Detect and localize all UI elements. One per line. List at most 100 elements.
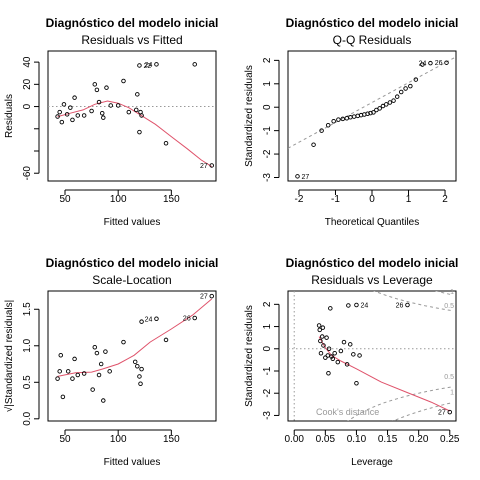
data-point [318, 350, 324, 356]
data-point [57, 109, 62, 115]
data-point [121, 78, 126, 84]
data-point [357, 353, 362, 358]
x-tick-label: 0.10 [347, 434, 367, 445]
plot-area [288, 56, 456, 149]
data-point [336, 117, 341, 122]
data-point [139, 113, 144, 118]
y-tick-label: 20 [22, 78, 33, 90]
data-point [346, 303, 351, 308]
x-tick-label: 100 [110, 194, 127, 205]
y-axis-label: Residuals [4, 94, 15, 138]
y-tick-label: 0 [262, 104, 273, 110]
reference-line [288, 56, 456, 149]
x-tick-label: 50 [59, 194, 71, 205]
data-point [58, 353, 64, 358]
data-point [383, 102, 389, 107]
cook-level-label: 1 [450, 389, 454, 396]
data-point [99, 110, 105, 116]
data-point [209, 293, 214, 299]
data-point [391, 98, 396, 103]
data-point [96, 99, 102, 105]
x-tick-label: 0.05 [316, 434, 336, 445]
y-tick-label: -60 [22, 166, 33, 181]
data-point [55, 114, 60, 119]
x-tick-label: 0.15 [378, 434, 398, 445]
data-point [137, 374, 142, 379]
data-point [295, 174, 300, 179]
data-point [398, 89, 404, 95]
chart-title: Diagnóstico del modelo inicial [46, 16, 219, 30]
data-point [317, 327, 322, 333]
data-point [104, 85, 109, 90]
point-label: 24 [145, 316, 153, 323]
point-label: 24 [145, 62, 153, 69]
x-axis-label: Theoretical Quantiles [325, 217, 420, 228]
x-tick-label: 100 [110, 434, 127, 445]
data-point [132, 359, 138, 365]
data-point [320, 325, 326, 330]
data-point [126, 109, 132, 115]
data-point [139, 366, 144, 372]
x-tick-label: 0.20 [409, 434, 429, 445]
data-point [81, 113, 87, 118]
panel-4: Diagnóstico del modelo inicial Residuals … [244, 256, 460, 468]
plot-frame [287, 50, 457, 182]
data-point [368, 110, 373, 116]
plot-frame [47, 290, 217, 422]
data-point [65, 369, 71, 374]
data-point [94, 350, 100, 356]
y-tick-label: -1 [262, 366, 273, 375]
data-point [338, 348, 344, 354]
data-point [344, 115, 350, 121]
data-point [90, 387, 95, 392]
data-point [209, 163, 214, 168]
data-point [344, 362, 350, 367]
data-point [365, 111, 370, 117]
data-point [81, 371, 87, 376]
data-point [444, 60, 449, 65]
data-point [94, 87, 100, 93]
data-point [92, 82, 98, 87]
y-tick-label: 1 [262, 81, 273, 87]
y-tick-label: 1.5 [22, 302, 33, 316]
chart-title: Diagnóstico del modelo inicial [286, 256, 459, 270]
x-tick-label: 0.25 [440, 434, 460, 445]
data-point [447, 409, 453, 415]
data-point [192, 62, 197, 67]
data-point [341, 339, 347, 345]
y-tick-label: 2 [262, 57, 273, 63]
data-point [324, 335, 329, 340]
smoother-line [318, 336, 451, 412]
x-axis-label: Fitted values [104, 457, 161, 468]
data-point [55, 376, 60, 381]
data-point [428, 60, 433, 66]
y-axis-label: Standardized residuals [244, 305, 255, 407]
data-point [61, 102, 67, 107]
cook-level-label: 0.5 [444, 374, 454, 381]
x-axis-label: Fitted values [104, 217, 161, 228]
plot-area [48, 100, 216, 168]
chart-subtitle: Residuals vs Leverage [311, 273, 433, 287]
data-point [323, 355, 328, 360]
data-point [59, 119, 65, 125]
x-tick-label: -2 [295, 194, 304, 205]
data-point [325, 353, 331, 358]
panel-1: Diagnóstico del modelo inicial Residuals … [4, 16, 218, 228]
data-point [331, 119, 336, 124]
data-point [96, 372, 102, 378]
data-point [311, 142, 316, 147]
data-point [335, 359, 341, 365]
panel-3: Diagnóstico del modelo inicial Scale-Loca… [3, 256, 218, 468]
plot-frame [47, 50, 217, 182]
data-point [70, 117, 75, 123]
data-point [108, 103, 113, 108]
y-axis-label: Standardized residuals [244, 65, 255, 167]
data-point [351, 352, 356, 357]
panel-2: Diagnóstico del modelo inicial Q-Q Residu… [244, 16, 458, 228]
data-point [154, 62, 159, 67]
point-label: 22 [143, 63, 151, 70]
cook-distance-contour [347, 386, 453, 421]
data-point [163, 140, 169, 146]
data-point [394, 94, 400, 99]
point-label: 24 [419, 61, 427, 68]
